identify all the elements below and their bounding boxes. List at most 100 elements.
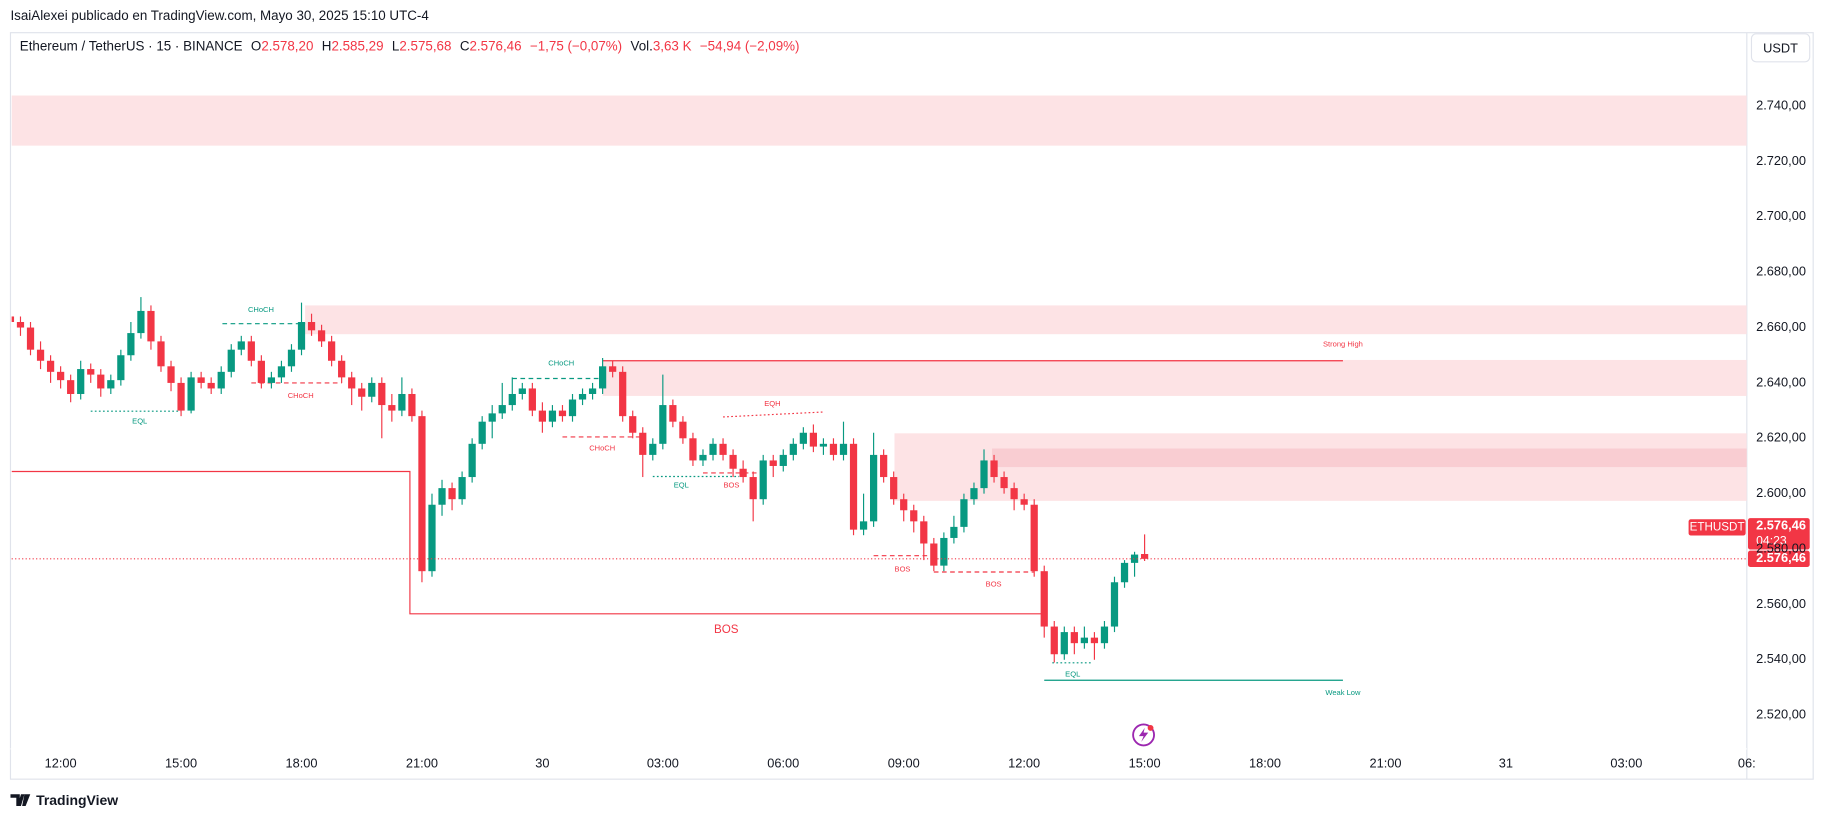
candle-body [599,366,607,389]
y-tick-label: 2.520,00 [1756,707,1806,722]
zone [11,95,1747,146]
candle-body [177,382,185,411]
chart-border [9,32,1814,780]
legend-change: −1,75 (−0,07%) [530,38,622,53]
candle-body [558,410,567,417]
annotation: Strong High [1323,340,1363,349]
candle-body [588,388,597,394]
symbol-tag: ETHUSDT [1690,520,1745,533]
candle-body [378,382,386,406]
zone [602,359,1747,396]
candle-body [869,454,878,522]
lightning-icon[interactable] [1132,723,1155,747]
candle-body [157,341,165,367]
candle-body [970,488,978,500]
candle-body [227,349,235,372]
x-tick-label: 06: [1738,755,1756,770]
countdown: 04:23 [1756,534,1787,548]
candle-body [358,388,366,397]
candle-body [729,454,737,469]
candle-body [408,393,416,417]
legend-value: 2.575,68 [399,38,451,53]
legend-key: O [251,38,261,53]
candle-body [398,393,406,411]
candle-body [1010,488,1018,500]
zone [992,448,1747,468]
y-tick-label: 2.560,00 [1756,596,1806,611]
candle-body [117,355,125,381]
candle-body [418,416,426,572]
candle-body [257,360,265,383]
candle-body [428,504,436,572]
annotation: EQL [132,417,147,426]
y-tick-label: 2.660,00 [1756,319,1806,334]
candle-body [468,443,476,478]
currency-button[interactable] [1750,33,1811,63]
y-tick-label: 2.700,00 [1756,208,1806,223]
candle-body [338,360,346,378]
annotation: EQL [674,481,689,490]
legend-value: 2.585,29 [331,38,383,53]
candle-body [639,432,647,455]
icon-dot[interactable] [1147,725,1154,731]
legend-key: H [322,38,332,53]
x-tick-label: 18:00 [1249,755,1281,770]
candle-body [207,382,215,389]
candle-body [348,377,356,389]
candle-body [649,443,657,455]
candle-body [307,322,316,331]
legend-key: Vol. [631,38,653,53]
currency[interactable]: USDT [1763,40,1798,55]
candle-body [277,366,286,378]
candle-body [659,405,667,444]
candle-body [679,421,687,439]
candle-body [809,432,817,447]
plot [11,95,1747,681]
legend-value: 2.578,20 [261,38,313,53]
candle-body [127,333,135,356]
x-tick-label: 15:00 [165,755,197,770]
candle-body [57,371,65,381]
candle-body [16,322,25,328]
candle-body [1020,499,1028,505]
annotation: Weak Low [1325,688,1361,697]
candle-body [799,432,807,444]
brand: TradingView [36,792,118,808]
x-tick-label: 12:00 [1008,755,1040,770]
candle-body [548,410,557,422]
candle-body [749,477,757,500]
y-tick-label: 2.540,00 [1756,651,1806,666]
candle-body [11,316,15,323]
candle-body [1030,504,1038,572]
candle-body [287,349,296,367]
annotation: CHoCH [548,359,574,368]
candle-body [719,443,727,455]
legend-value: 3,63 K [653,38,692,53]
candle-body [97,374,105,389]
candle-body [36,349,45,361]
candle-body [267,377,276,383]
candle-body [880,454,888,478]
symbol: Ethereum / TetherUS · 15 · BINANCE [20,38,243,53]
candle-body [759,460,767,500]
zone [305,305,1747,335]
x-tick-label: 03:00 [1610,755,1642,770]
price-tag-bg [1747,518,1810,550]
x-tick-label: 30 [535,755,549,770]
candle-body [46,360,55,372]
candle-body [609,366,617,372]
candle-body [317,330,326,342]
candle-body [1060,632,1068,655]
icon-bolt[interactable] [1138,727,1149,742]
line-label: BOS [714,623,739,636]
publisher: IsaiAlexei publicado en TradingView.com,… [10,8,429,23]
candle-body [619,371,627,417]
y-tick-label: 2.720,00 [1756,153,1806,168]
candle-body [950,526,958,538]
symbol-tag-bg [1688,519,1746,536]
candle-body [1110,582,1119,627]
x-tick-label: 18:00 [285,755,317,770]
candle-body [538,410,547,422]
candle-body [1140,554,1149,559]
y-tick-label: 2.580,00 [1756,540,1806,555]
